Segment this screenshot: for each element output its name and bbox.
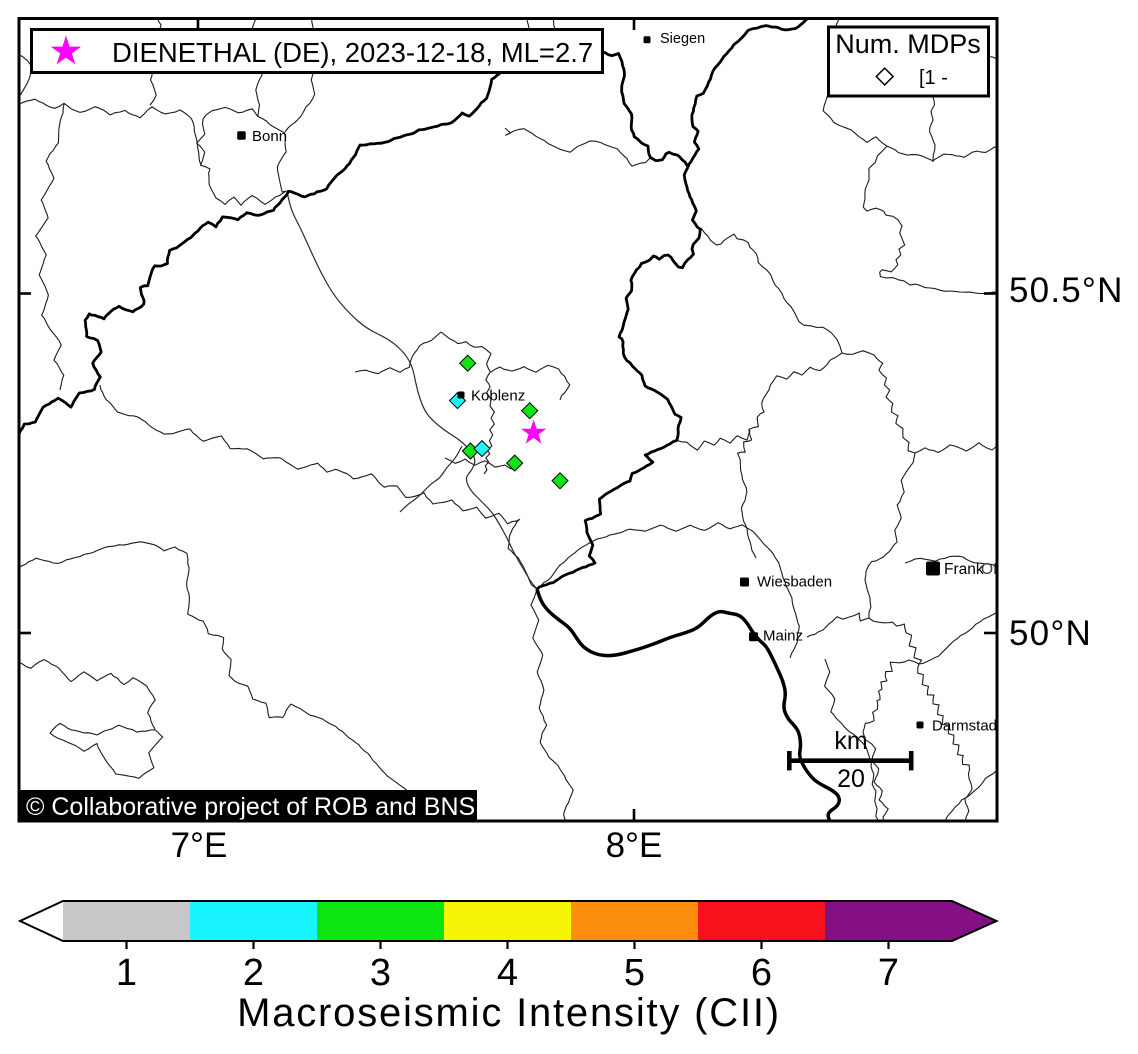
svg-text:Frank: Frank <box>944 561 984 578</box>
svg-text:[1 -: [1 - <box>919 67 948 89</box>
svg-text:Wiesbaden: Wiesbaden <box>757 574 832 591</box>
svg-text:8°E: 8°E <box>606 826 663 865</box>
svg-text:Bonn: Bonn <box>252 128 287 145</box>
svg-text:50°N: 50°N <box>1009 614 1092 653</box>
svg-text:© Collaborative project of ROB: © Collaborative project of ROB and BNS <box>26 793 475 821</box>
svg-text:km: km <box>834 727 867 755</box>
svg-text:Of: Of <box>981 561 998 578</box>
svg-text:Macroseismic Intensity (CII): Macroseismic Intensity (CII) <box>237 991 781 1035</box>
svg-text:DIENETHAL (DE), 2023-12-18, ML: DIENETHAL (DE), 2023-12-18, ML=2.7 <box>112 37 593 68</box>
svg-text:1: 1 <box>116 952 137 994</box>
svg-text:Koblenz: Koblenz <box>471 388 525 405</box>
svg-text:Num. MDPs: Num. MDPs <box>835 29 981 59</box>
svg-text:20: 20 <box>837 765 865 793</box>
svg-text:7°E: 7°E <box>171 826 228 865</box>
svg-text:Mainz: Mainz <box>763 628 803 645</box>
svg-text:7: 7 <box>878 952 899 994</box>
svg-text:5: 5 <box>624 952 645 994</box>
svg-text:Siegen: Siegen <box>660 31 705 47</box>
svg-text:3: 3 <box>370 952 391 994</box>
svg-text:2: 2 <box>243 952 264 994</box>
svg-text:4: 4 <box>497 952 518 994</box>
svg-text:Darmstadt: Darmstadt <box>932 718 1002 735</box>
svg-text:6: 6 <box>751 952 772 994</box>
svg-text:50.5°N: 50.5°N <box>1009 271 1124 310</box>
